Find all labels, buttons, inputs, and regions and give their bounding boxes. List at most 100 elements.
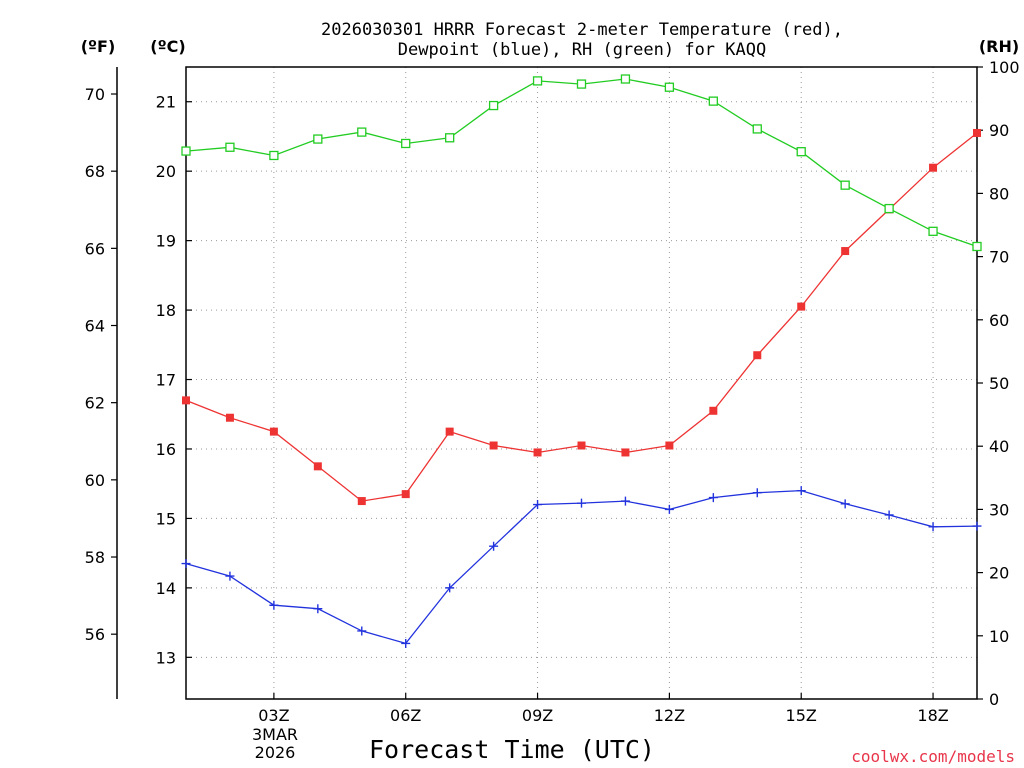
celsius-unit-label: (ºC) [150,37,185,56]
x-axis-label: Forecast Time (UTC) [369,735,655,764]
temperature-point [357,497,366,506]
axes: 13 14 15 16 17 18 19 20 21 03Z 06Z 09Z 12Z 15Z 18Z 56 58… [85,58,1020,725]
time-tick-label: 12Z [654,706,685,725]
celsius-tick-label: 18 [156,301,176,320]
temperature-point [489,441,498,450]
dewpoint-point [269,600,279,610]
temperature-point [313,462,322,471]
rh-point [972,241,982,252]
rh-line [185,78,978,248]
temperature-point [225,413,234,422]
temperature-point [621,448,630,457]
rh-point [225,142,235,152]
temperature-point [577,441,586,450]
dewpoint-point [577,498,586,508]
rh-tick-label: 70 [989,248,1009,267]
celsius-tick-label: 17 [156,371,176,390]
time-tick-label: 18Z [917,706,948,725]
time-tick-label: 06Z [390,706,421,725]
dewpoint-line [185,489,978,645]
rh-point [620,74,631,84]
temperature-point [401,490,410,499]
fahrenheit-tick-label: 70 [85,85,105,104]
time-tick-label: 15Z [786,706,817,725]
dewpoint-point [840,499,850,509]
rh-unit-label: (RH) [979,37,1019,56]
dewpoint-point [181,559,191,569]
rh-point [445,133,455,143]
dewpoint-point [489,541,499,551]
dewpoint-point [972,521,982,531]
dewpoint-point [664,504,674,514]
dewpoint-point [533,500,543,510]
celsius-tick-label: 16 [156,440,176,459]
rh-point [181,146,191,156]
fahrenheit-tick-label: 58 [85,548,105,567]
temperature-point [753,351,762,360]
grid-lines [186,67,977,699]
temperature-point [929,163,938,172]
temperature-point [797,302,806,311]
celsius-tick-label: 15 [156,509,176,528]
time-tick-label: 09Z [522,706,553,725]
temperature-point [709,406,718,415]
fahrenheit-tick-label: 56 [85,625,105,644]
rh-tick-label: 0 [989,690,999,709]
rh-point [708,96,718,106]
rh-tick-label: 100 [989,58,1020,77]
rh-point [532,76,543,86]
temperature-point [269,427,278,436]
fahrenheit-tick-label: 62 [85,394,105,413]
temperature-point [665,441,674,450]
rh-tick-label: 40 [989,437,1009,456]
fahrenheit-tick-label: 60 [85,471,105,490]
dewpoint-point [620,496,630,506]
fahrenheit-unit-label: (ºF) [81,37,116,56]
rh-point [313,134,323,144]
dewpoint-point [884,510,894,520]
date-label-day: 3MAR [252,725,298,744]
rh-point [269,150,279,161]
dewpoint-point [357,626,367,636]
dewpoint-point [708,493,718,503]
temperature-point [533,448,542,457]
chart-title-line2: Dewpoint (blue), RH (green) for KAQQ [398,40,766,60]
temperature-point [841,247,850,256]
data-series [181,74,982,648]
celsius-tick-label: 20 [156,162,176,181]
dewpoint-point [796,486,806,496]
dewpoint-point [752,488,762,498]
rh-tick-label: 10 [989,627,1009,646]
rh-point [884,203,894,214]
rh-point [796,147,806,157]
time-tick-label: 03Z [258,706,289,725]
fahrenheit-tick-label: 64 [85,317,105,336]
celsius-tick-label: 21 [156,93,176,112]
rh-point [576,79,587,89]
rh-point [840,180,850,190]
rh-point [928,226,938,236]
rh-point [488,100,499,111]
rh-tick-label: 90 [989,121,1009,140]
rh-point [401,138,411,149]
rh-tick-label: 50 [989,374,1009,393]
rh-tick-label: 60 [989,311,1009,330]
rh-tick-label: 80 [989,184,1009,203]
chart-title-line1: 2026030301 HRRR Forecast 2-meter Tempera… [321,20,843,40]
rh-point [664,82,675,92]
celsius-tick-label: 14 [156,579,176,598]
dewpoint-point [225,571,235,581]
rh-point [752,124,762,134]
temperature-point [182,396,190,405]
dewpoint-point [445,583,455,593]
dewpoint-point [401,638,411,648]
dewpoint-point [928,522,938,532]
plot-frame [185,66,978,700]
credit-link[interactable]: coolwx.com/models [851,747,1015,766]
temperature-point [445,427,454,436]
fahrenheit-tick-label: 66 [85,239,105,258]
date-label-year: 2026 [255,743,296,762]
rh-point [357,127,367,137]
rh-tick-label: 20 [989,564,1009,583]
